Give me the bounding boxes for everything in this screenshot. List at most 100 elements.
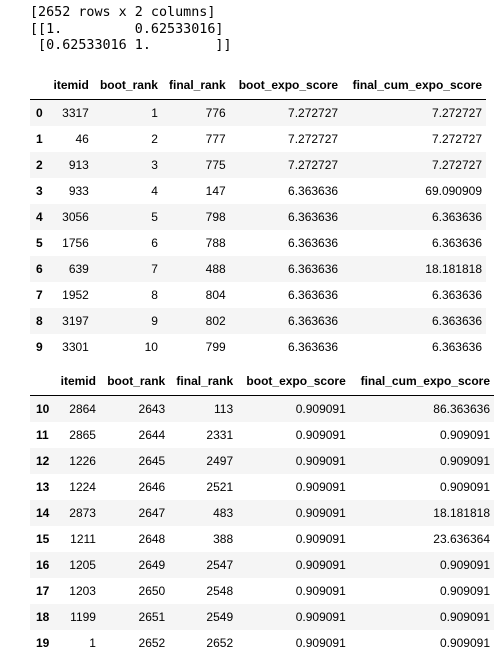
table-cell: 0.909091 (349, 552, 494, 578)
table-cell: 2652 (169, 630, 238, 656)
row-index: 18 (30, 604, 55, 630)
table-row: 19 1 2652 2652 0.909091 0.909091 (30, 630, 494, 656)
table-row: 3 933 4 147 6.363636 69.090909 (30, 178, 486, 204)
table-cell: 6 (92, 230, 162, 256)
table-cell: 775 (161, 152, 230, 178)
table-row: 12 1226 2645 2497 0.909091 0.909091 (30, 448, 494, 474)
row-index: 6 (30, 256, 48, 282)
table-cell: 3301 (47, 334, 93, 360)
table-cell: 639 (47, 256, 93, 282)
table-cell: 1199 (54, 604, 100, 630)
output-line: [2652 rows x 2 columns] (30, 5, 216, 20)
table-cell: 2548 (169, 578, 238, 604)
table-cell: 0.909091 (237, 448, 350, 474)
table-row: 10 2864 2643 113 0.909091 86.363636 (30, 395, 494, 422)
table-cell: 0.909091 (349, 448, 494, 474)
row-index: 13 (30, 474, 55, 500)
table-cell: 804 (161, 282, 230, 308)
table-cell: 2651 (99, 604, 170, 630)
column-header-final-cum-expo-score: final_cum_expo_score (349, 366, 494, 396)
table-cell: 86.363636 (349, 395, 494, 422)
row-index: 14 (30, 500, 55, 526)
table-cell: 0.909091 (237, 422, 350, 448)
table-cell: 0.909091 (237, 395, 350, 422)
table-cell: 6.363636 (342, 308, 486, 334)
table-cell: 2648 (99, 526, 170, 552)
table-cell: 147 (161, 178, 230, 204)
table-cell: 0.909091 (237, 604, 350, 630)
table-cell: 0.909091 (349, 604, 494, 630)
table-row: 17 1203 2650 2548 0.909091 0.909091 (30, 578, 494, 604)
table-cell: 1952 (47, 282, 93, 308)
table-cell: 1203 (54, 578, 100, 604)
row-index: 7 (30, 282, 48, 308)
table-cell: 2645 (99, 448, 170, 474)
output-line: [0.62533016 1. ]] (30, 38, 232, 53)
table-cell: 2646 (99, 474, 170, 500)
table-cell: 2 (92, 126, 162, 152)
table-row: 14 2873 2647 483 0.909091 18.181818 (30, 500, 494, 526)
column-header-boot-rank: boot_rank (99, 366, 170, 396)
table-row: 2 913 3 775 7.272727 7.272727 (30, 152, 486, 178)
table-cell: 3 (92, 152, 162, 178)
table-cell: 0.909091 (349, 422, 494, 448)
table-cell: 6.363636 (229, 334, 343, 360)
row-index: 3 (30, 178, 48, 204)
table-cell: 6.363636 (342, 230, 486, 256)
table-row: 0 3317 1 776 7.272727 7.272727 (30, 99, 486, 126)
table-row: 9 3301 10 799 6.363636 6.363636 (30, 334, 486, 360)
table-cell: 2643 (99, 395, 170, 422)
table-cell: 0.909091 (349, 630, 494, 656)
table-cell: 2650 (99, 578, 170, 604)
table-cell: 2549 (169, 604, 238, 630)
table-cell: 2644 (99, 422, 170, 448)
table-cell: 1 (54, 630, 100, 656)
table-cell: 0.909091 (237, 500, 350, 526)
table-cell: 2652 (99, 630, 170, 656)
table-row: 16 1205 2649 2547 0.909091 0.909091 (30, 552, 494, 578)
table-cell: 2865 (54, 422, 100, 448)
table-cell: 6.363636 (342, 334, 486, 360)
table-row: 4 3056 5 798 6.363636 6.363636 (30, 204, 486, 230)
output-line: [[1. 0.62533016] (30, 21, 224, 37)
row-index: 17 (30, 578, 55, 604)
column-header-boot-expo-score: boot_expo_score (229, 70, 343, 100)
table-cell: 1226 (54, 448, 100, 474)
table-cell: 18.181818 (349, 500, 494, 526)
table-cell: 7.272727 (342, 152, 486, 178)
table-row: 11 2865 2644 2331 0.909091 0.909091 (30, 422, 494, 448)
index-header (30, 366, 55, 396)
table-cell: 776 (161, 99, 230, 126)
table-row: 15 1211 2648 388 0.909091 23.636364 (30, 526, 494, 552)
table-cell: 6.363636 (229, 256, 343, 282)
table-cell: 6.363636 (229, 308, 343, 334)
table-cell: 7.272727 (229, 99, 343, 126)
column-header-final-rank: final_rank (161, 70, 230, 100)
table-cell: 2873 (54, 500, 100, 526)
table-cell: 0.909091 (349, 578, 494, 604)
table-cell: 3056 (47, 204, 93, 230)
table-cell: 1224 (54, 474, 100, 500)
table-cell: 5 (92, 204, 162, 230)
column-header-boot-rank: boot_rank (92, 70, 162, 100)
table-cell: 6.363636 (342, 282, 486, 308)
table-cell: 799 (161, 334, 230, 360)
table-cell: 2647 (99, 500, 170, 526)
table-cell: 18.181818 (342, 256, 486, 282)
index-header (30, 70, 48, 100)
dataframe-table-top: itemid boot_rank final_rank boot_expo_sc… (30, 70, 486, 360)
table-cell: 0.909091 (237, 630, 350, 656)
row-index: 16 (30, 552, 55, 578)
table-cell: 2649 (99, 552, 170, 578)
table-cell: 113 (169, 395, 238, 422)
table-cell: 0.909091 (237, 474, 350, 500)
row-index: 19 (30, 630, 55, 656)
table-header-row: itemid boot_rank final_rank boot_expo_sc… (30, 70, 486, 100)
table-cell: 3317 (47, 99, 93, 126)
table-row: 5 1756 6 788 6.363636 6.363636 (30, 230, 486, 256)
table-cell: 6.363636 (229, 282, 343, 308)
table-row: 7 1952 8 804 6.363636 6.363636 (30, 282, 486, 308)
table-cell: 933 (47, 178, 93, 204)
table-cell: 7.272727 (342, 126, 486, 152)
table-cell: 10 (92, 334, 162, 360)
